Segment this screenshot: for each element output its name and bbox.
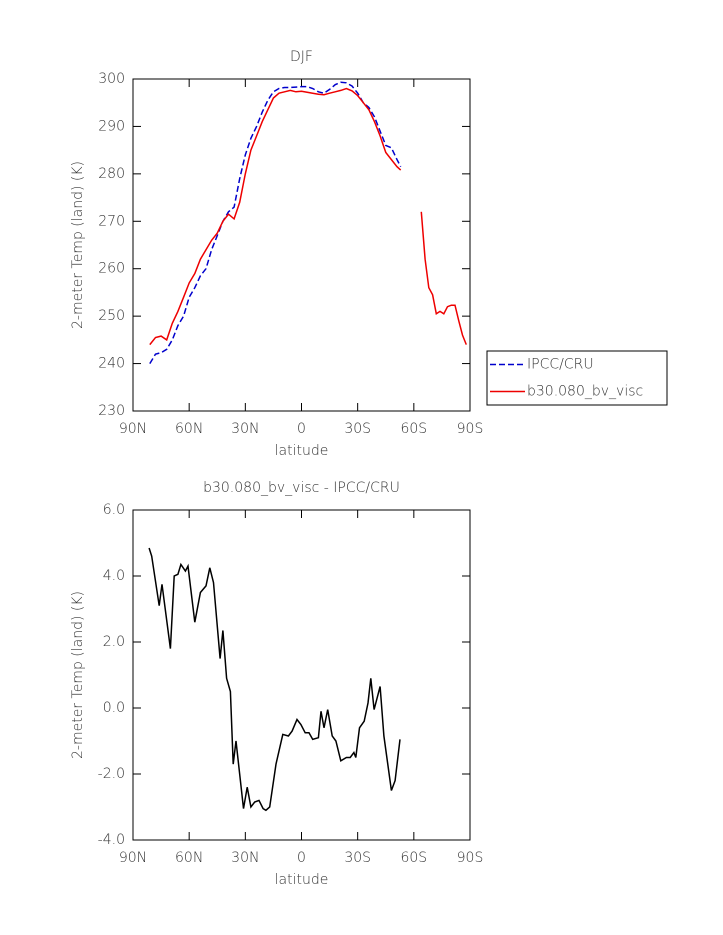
y-tick-label: 6.0	[103, 502, 125, 518]
x-tick-label: 90S	[457, 421, 484, 437]
y-tick-label: 260	[98, 261, 125, 277]
x-tick-label: 90N	[119, 421, 147, 437]
x-axis-label: latitude	[275, 443, 329, 459]
y-tick-label: 280	[98, 166, 125, 182]
y-tick-label: 4.0	[103, 568, 125, 584]
x-tick-label: 60N	[175, 421, 203, 437]
y-tick-label: 230	[98, 403, 125, 419]
y-axis-label: 2-meter Temp (land) (K)	[70, 591, 86, 759]
chart-title: DJF	[290, 49, 313, 65]
y-tick-label: 2.0	[103, 634, 125, 650]
data-line	[149, 87, 467, 346]
x-tick-label: 30S	[344, 850, 371, 866]
x-tick-label: 0	[297, 850, 306, 866]
chart-title: b30.080_bv_visc - IPCC/CRU	[203, 480, 400, 496]
y-tick-label: 300	[98, 71, 125, 87]
data-line	[148, 547, 401, 812]
y-tick-label: -2.0	[98, 766, 125, 782]
x-tick-label: 60S	[400, 850, 427, 866]
plot-frame	[132, 78, 471, 412]
y-tick-label: 240	[98, 356, 125, 372]
x-tick-label: 60S	[400, 421, 427, 437]
x-tick-label: 30N	[231, 421, 259, 437]
y-tick-label: 290	[98, 118, 125, 134]
y-tick-label: 0.0	[103, 700, 125, 716]
plot-frame	[132, 509, 471, 841]
x-tick-label: 0	[297, 421, 306, 437]
y-axis-label: 2-meter Temp (land) (K)	[70, 161, 86, 329]
y-tick-label: -4.0	[98, 832, 125, 848]
y-tick-label: 250	[98, 308, 125, 324]
legend-label: b30.080_bv_visc	[527, 384, 643, 400]
x-tick-label: 90N	[119, 850, 147, 866]
x-tick-label: 30S	[344, 421, 371, 437]
x-tick-label: 90S	[457, 850, 484, 866]
x-axis-label: latitude	[275, 872, 329, 888]
legend-box	[486, 350, 668, 406]
legend-label: IPCC/CRU	[527, 357, 594, 373]
x-tick-label: 60N	[175, 850, 203, 866]
data-line	[149, 81, 402, 364]
x-tick-label: 30N	[231, 850, 259, 866]
y-tick-label: 270	[98, 213, 125, 229]
